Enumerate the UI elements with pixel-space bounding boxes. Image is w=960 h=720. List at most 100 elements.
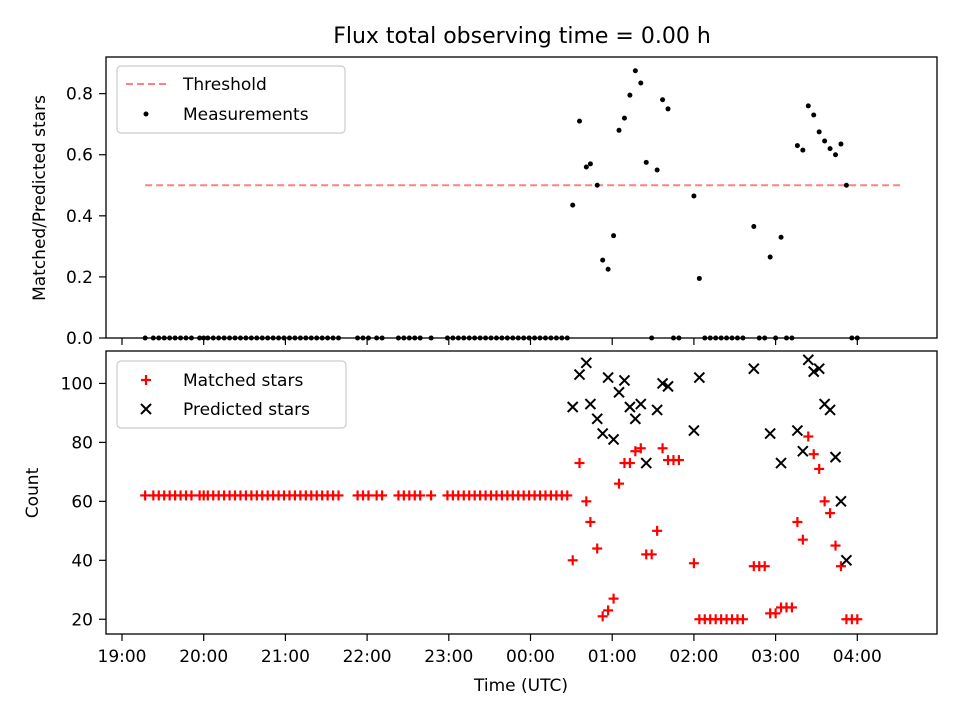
predicted-star-point (602, 371, 614, 384)
measurement-point (838, 141, 844, 147)
measurement-point (594, 182, 600, 188)
measurement-point (778, 234, 784, 240)
measurement-point (627, 92, 633, 98)
matched-star-point (635, 443, 646, 454)
top-y-tick-label: 0.8 (66, 85, 93, 105)
predicted-star-point (624, 401, 636, 413)
matched-star-point (624, 458, 635, 469)
top-legend: Threshold Measurements (116, 65, 346, 134)
matched-star-point (825, 508, 836, 519)
predicted-star-point (651, 404, 663, 416)
predicted-star-point (618, 374, 631, 387)
bottom-x-ticks: 19:00 20:00 21:00 22:00 23:00 00:00 01:00 02:00… (98, 634, 882, 667)
bottom-y-tick-label: 60 (71, 492, 93, 512)
predicted-star-point (840, 554, 853, 567)
matched-star-point (737, 614, 748, 625)
measurement-point (843, 182, 849, 188)
matched-star-point (852, 614, 863, 625)
predicted-star-point (813, 362, 825, 375)
measurement-point (616, 127, 622, 133)
x-tick-label: 22:00 (343, 647, 392, 667)
x-tick-label: 04:00 (833, 647, 882, 667)
top-panel: 0.00.20.40.60.8 Matched/Predicted stars … (30, 56, 938, 349)
matched-star-point (657, 443, 668, 454)
measurement-point (696, 275, 702, 281)
matched-star-point (830, 540, 841, 551)
matched-star-point (792, 516, 803, 527)
matched-star-point (603, 605, 614, 616)
bottom-y-tick-label: 40 (71, 551, 93, 571)
x-tick-label: 21:00 (261, 647, 310, 667)
matched-star-point (581, 496, 592, 507)
matched-star-point (592, 543, 603, 554)
top-y-tick-label: 0.0 (66, 329, 93, 349)
measurement-point (660, 97, 666, 103)
predicted-star-point (580, 357, 593, 369)
measurement-point (632, 68, 638, 74)
predicted-legend-marker (140, 403, 152, 415)
measurement-point (833, 152, 839, 158)
matched-star-point (646, 549, 657, 560)
predicted-star-point (567, 401, 579, 413)
matched-star-point (562, 490, 573, 501)
predicted-star-point (748, 362, 760, 375)
measurement-point (600, 257, 606, 263)
matched-star-point (803, 431, 814, 442)
x-tick-label: 19:00 (98, 647, 147, 667)
measurement-point (654, 167, 660, 173)
measurement-point (751, 224, 757, 230)
measurements-legend-marker (143, 111, 149, 117)
matched-star-point (759, 561, 770, 572)
matched-star-point (797, 534, 808, 545)
bottom-axes-frame (105, 350, 938, 635)
measurement-point (643, 159, 649, 165)
measurement-point (691, 193, 697, 199)
predicted-star-point (662, 380, 674, 393)
bottom-y-ticks: 20 40 60 80 100 (61, 374, 106, 630)
top-y-tick-label: 0.4 (66, 207, 93, 227)
measurement-point (583, 164, 589, 170)
matched-legend-marker (141, 375, 151, 385)
predicted-star-point (808, 365, 820, 378)
matched-star-point (814, 463, 825, 474)
predicted-star-point (635, 398, 647, 410)
matched-star-point (608, 593, 619, 604)
matched-star-point (652, 525, 663, 536)
measurement-point (767, 254, 773, 260)
top-axes-frame (105, 56, 938, 339)
top-y-axis-label: Matched/Predicted stars (30, 95, 50, 301)
predicted-legend-label: Predicted stars (183, 400, 310, 420)
measurement-point (822, 138, 828, 144)
predicted-star-point (797, 445, 809, 457)
top-legend-box (116, 65, 346, 134)
predicted-star-point (688, 424, 700, 437)
predicted-star-point (640, 457, 652, 469)
bottom-y-tick-label: 80 (71, 433, 93, 453)
predicted-star-point (591, 413, 603, 425)
matched-star-point (835, 561, 846, 572)
measurement-point (800, 147, 806, 153)
matched-star-point (808, 449, 819, 460)
x-tick-label: 23:00 (424, 647, 473, 667)
bottom-y-tick-label: 20 (71, 610, 93, 630)
matched-star-point (426, 490, 437, 501)
predicted-star-point (775, 457, 787, 469)
x-tick-label: 03:00 (751, 647, 800, 667)
measurement-point (794, 143, 800, 149)
predicted-star-point (629, 413, 642, 425)
matched-star-point (673, 455, 684, 466)
x-tick-label: 20:00 (179, 647, 228, 667)
measurement-point (805, 103, 811, 109)
predicted-star-point (764, 427, 776, 440)
bottom-y-axis-label: Count (23, 467, 43, 518)
x-tick-label: 01:00 (588, 647, 637, 667)
predicted-star-point (573, 368, 586, 381)
predicted-star-point (835, 495, 847, 508)
top-x-ticks (121, 338, 858, 345)
matched-star-point (819, 496, 830, 507)
measurement-point (827, 146, 833, 152)
measurement-point (570, 202, 576, 208)
threshold-legend-label: Threshold (182, 75, 267, 95)
predicted-star-point (607, 433, 620, 446)
